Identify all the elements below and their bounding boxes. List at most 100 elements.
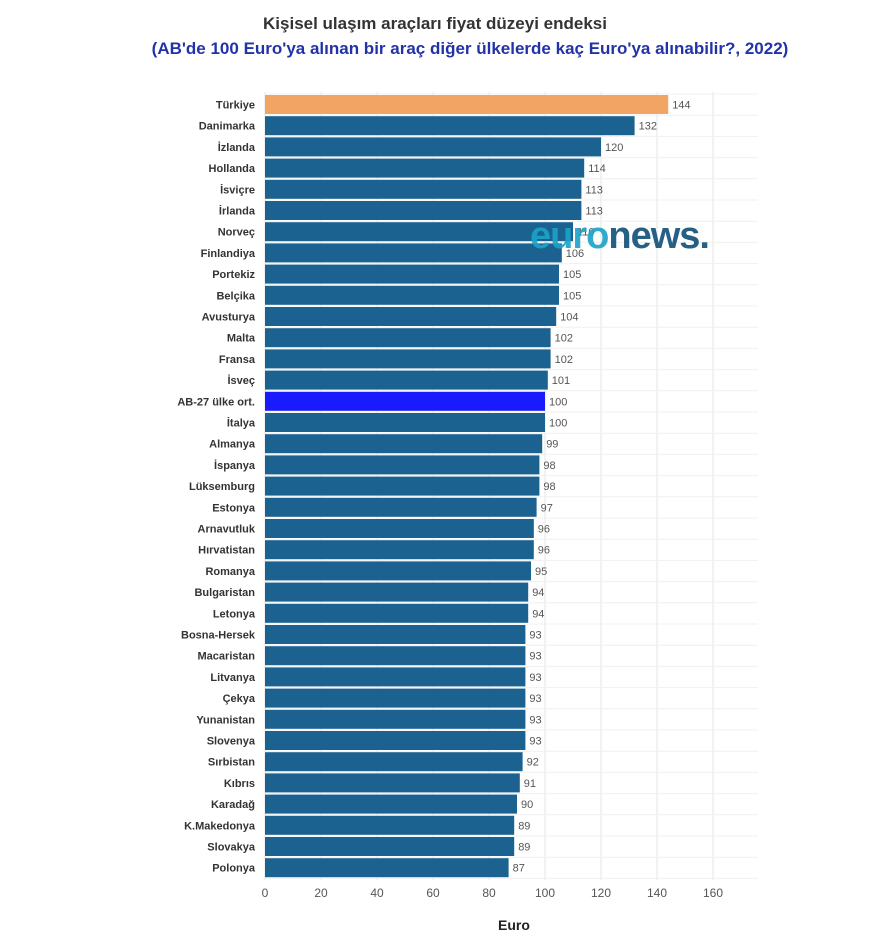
category-label: Macaristan (198, 651, 256, 663)
category-label: Yunanistan (196, 714, 255, 726)
data-label: 89 (518, 842, 530, 854)
data-label: 92 (527, 757, 539, 769)
chart-subtitle: (AB'de 100 Euro'ya alınan bir araç diğer… (151, 39, 789, 58)
bar (265, 667, 526, 687)
bar (265, 646, 526, 666)
category-label: Çekya (223, 693, 256, 705)
category-label: AB-27 ülke ort. (177, 396, 255, 408)
category-label: Hırvatistan (198, 545, 255, 557)
data-label: 97 (541, 502, 553, 514)
category-label: Slovakya (207, 842, 256, 854)
x-tick-label: 40 (370, 886, 384, 900)
data-label: 100 (549, 418, 567, 430)
bar (265, 328, 551, 348)
bar (265, 95, 669, 114)
bar (265, 794, 517, 814)
bar (265, 307, 557, 326)
x-tick-label: 60 (426, 886, 440, 900)
category-label: Finlandiya (201, 248, 256, 260)
category-label: Romanya (205, 566, 255, 578)
bar (265, 370, 548, 390)
x-tick-label: 140 (647, 886, 667, 900)
x-tick-label: 100 (535, 886, 555, 900)
bar (265, 455, 540, 475)
data-label: 93 (529, 714, 541, 726)
data-label: 98 (543, 481, 555, 493)
bar (265, 497, 537, 517)
bar (265, 222, 573, 242)
data-label: 89 (518, 820, 530, 832)
bar (265, 858, 509, 878)
category-label: Bulgaristan (194, 587, 255, 599)
category-label: Estonya (212, 502, 256, 514)
data-label: 95 (535, 566, 547, 578)
category-label: Lüksemburg (189, 481, 255, 493)
category-label: Norveç (218, 227, 255, 239)
category-label: Portekiz (212, 269, 255, 281)
data-label: 110 (577, 227, 595, 239)
bars-group: Türkiye 144 Danimarka 132 İzlanda 120 Hollanda… (177, 95, 691, 878)
data-label: 93 (529, 736, 541, 748)
data-label: 96 (538, 545, 550, 557)
data-label: 113 (585, 206, 603, 218)
data-label: 106 (566, 248, 584, 260)
category-label: İsviçre (220, 183, 255, 196)
data-label: 93 (529, 672, 541, 684)
category-label: İrlanda (219, 205, 256, 218)
category-label: Türkiye (216, 100, 255, 112)
data-label: 93 (529, 651, 541, 663)
category-label: Polonya (212, 863, 256, 875)
x-tick-label: 160 (703, 886, 723, 900)
bar (265, 434, 543, 454)
category-label: İsveç (227, 374, 255, 387)
data-label: 102 (555, 354, 573, 366)
data-label: 99 (546, 439, 558, 451)
category-label: Danimarka (199, 121, 256, 133)
data-label: 93 (529, 693, 541, 705)
data-label: 101 (552, 375, 570, 387)
x-tick-label: 80 (482, 886, 496, 900)
bar (265, 625, 526, 644)
bar (265, 179, 582, 199)
bar (265, 582, 529, 602)
category-label: Litvanya (210, 672, 256, 684)
x-axis-ticks: 0 20 40 60 80 100 120 140 160 (262, 886, 724, 900)
data-label: 94 (532, 608, 544, 620)
category-label: Sırbistan (208, 757, 255, 769)
category-label: Karadağ (211, 799, 255, 811)
data-label: 90 (521, 799, 533, 811)
bar (265, 773, 520, 793)
bar (265, 349, 551, 369)
category-label: İtalya (227, 417, 256, 430)
bar (265, 476, 540, 496)
bar (265, 837, 515, 856)
data-label: 144 (672, 100, 690, 112)
category-label: Bosna-Hersek (181, 630, 256, 642)
category-label: Slovenya (207, 736, 256, 748)
category-label: Malta (227, 333, 256, 345)
bar (265, 285, 559, 305)
euronews-logo: euronews. (530, 215, 709, 257)
bar (265, 243, 562, 263)
data-label: 93 (529, 630, 541, 642)
data-label: 114 (588, 163, 606, 175)
category-label: Arnavutluk (198, 524, 256, 536)
category-label: Almanya (209, 439, 256, 451)
category-label: Hollanda (209, 163, 256, 175)
chart-title: Kişisel ulaşım araçları fiyat düzeyi end… (263, 14, 607, 33)
bar (265, 264, 559, 284)
data-label: 98 (543, 460, 555, 472)
bar (265, 391, 545, 411)
bar (265, 731, 526, 750)
category-label: K.Makedonya (184, 820, 256, 832)
category-label: Avusturya (202, 312, 256, 324)
bar (265, 603, 529, 623)
data-label: 100 (549, 396, 567, 408)
category-label: İspanya (214, 459, 256, 472)
data-label: 113 (585, 184, 603, 196)
bar (265, 116, 635, 136)
x-tick-label: 0 (262, 886, 269, 900)
data-label: 91 (524, 778, 536, 790)
bar (265, 413, 545, 432)
